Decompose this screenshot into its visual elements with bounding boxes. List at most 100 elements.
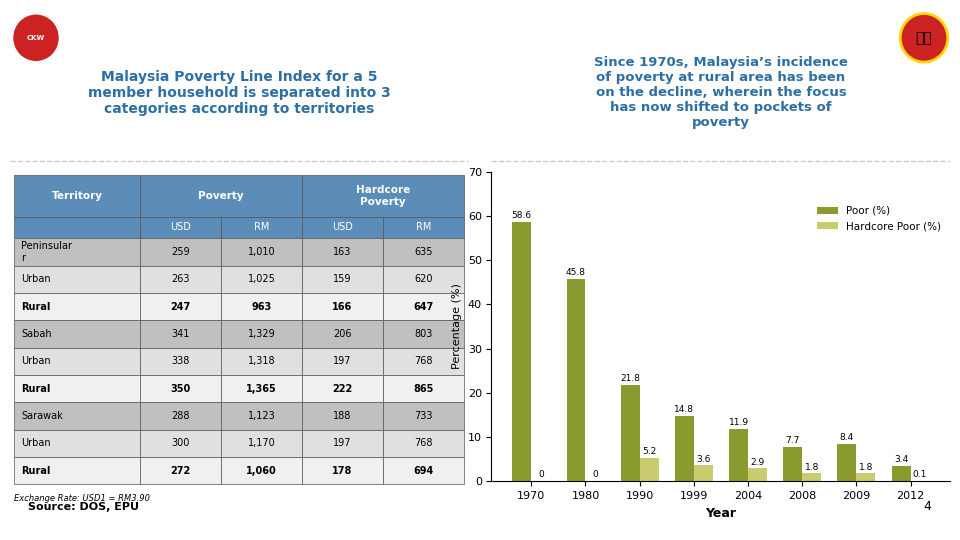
- Text: 1,329: 1,329: [248, 329, 276, 339]
- FancyBboxPatch shape: [302, 266, 383, 293]
- FancyBboxPatch shape: [383, 430, 464, 457]
- Text: 620: 620: [414, 274, 433, 284]
- Text: 🇲🇾: 🇲🇾: [916, 31, 932, 45]
- Text: 247: 247: [171, 302, 191, 312]
- FancyBboxPatch shape: [14, 375, 140, 402]
- Text: Malaysia Poverty Line Index for a 5
member household is separated into 3
categor: Malaysia Poverty Line Index for a 5 memb…: [87, 70, 391, 116]
- Text: USD: USD: [170, 222, 191, 232]
- FancyBboxPatch shape: [140, 402, 221, 430]
- Text: 733: 733: [414, 411, 433, 421]
- Text: 188: 188: [333, 411, 351, 421]
- FancyBboxPatch shape: [140, 348, 221, 375]
- Text: Urban: Urban: [21, 274, 51, 284]
- Bar: [729, 429, 748, 481]
- Bar: [621, 385, 639, 481]
- Text: 45.8: 45.8: [566, 268, 586, 277]
- FancyBboxPatch shape: [14, 175, 140, 217]
- Text: 1,365: 1,365: [246, 383, 276, 394]
- FancyBboxPatch shape: [140, 217, 221, 238]
- Text: 0: 0: [592, 470, 598, 480]
- Legend: Poor (%), Hardcore Poor (%): Poor (%), Hardcore Poor (%): [813, 202, 946, 235]
- FancyBboxPatch shape: [221, 457, 302, 484]
- Bar: [513, 222, 531, 481]
- FancyBboxPatch shape: [140, 266, 221, 293]
- Text: 3.4: 3.4: [894, 455, 908, 464]
- Bar: [694, 465, 713, 481]
- Text: 178: 178: [332, 465, 352, 476]
- Bar: [837, 444, 856, 481]
- Text: 159: 159: [333, 274, 351, 284]
- Text: 768: 768: [414, 356, 433, 366]
- FancyBboxPatch shape: [140, 320, 221, 348]
- Text: Rural: Rural: [21, 383, 50, 394]
- Text: 288: 288: [171, 411, 190, 421]
- Text: Sabah: Sabah: [21, 329, 52, 339]
- Text: 1,318: 1,318: [248, 356, 276, 366]
- Text: 694: 694: [414, 465, 434, 476]
- Text: 272: 272: [171, 465, 191, 476]
- Text: USD: USD: [332, 222, 353, 232]
- FancyBboxPatch shape: [221, 293, 302, 320]
- Text: Exchange Rate: USD1 = RM3.90: Exchange Rate: USD1 = RM3.90: [14, 494, 150, 503]
- FancyBboxPatch shape: [302, 348, 383, 375]
- Text: 1.8: 1.8: [858, 462, 873, 471]
- Text: Sarawak: Sarawak: [21, 411, 62, 421]
- FancyBboxPatch shape: [14, 217, 140, 238]
- FancyBboxPatch shape: [302, 175, 464, 217]
- FancyBboxPatch shape: [302, 293, 383, 320]
- Text: Since 1970s, Malaysia’s incidence
of poverty at rural area has been
on the decli: Since 1970s, Malaysia’s incidence of pov…: [594, 56, 848, 130]
- FancyBboxPatch shape: [14, 348, 140, 375]
- Bar: [803, 473, 821, 481]
- Text: 197: 197: [333, 356, 351, 366]
- Text: 338: 338: [172, 356, 190, 366]
- Text: 1.8: 1.8: [804, 462, 819, 471]
- FancyBboxPatch shape: [14, 457, 140, 484]
- Text: 1,010: 1,010: [248, 247, 276, 257]
- Text: 768: 768: [414, 438, 433, 448]
- Text: 206: 206: [333, 329, 351, 339]
- Y-axis label: Percentage (%): Percentage (%): [452, 284, 462, 369]
- FancyBboxPatch shape: [302, 457, 383, 484]
- FancyBboxPatch shape: [302, 402, 383, 430]
- Text: 7.7: 7.7: [785, 436, 800, 446]
- Text: 647: 647: [414, 302, 434, 312]
- Text: 163: 163: [333, 247, 351, 257]
- FancyBboxPatch shape: [302, 217, 383, 238]
- Text: 259: 259: [171, 247, 190, 257]
- FancyBboxPatch shape: [383, 402, 464, 430]
- Text: 2.9: 2.9: [751, 457, 764, 467]
- FancyBboxPatch shape: [302, 430, 383, 457]
- Text: Hardcore
Poverty: Hardcore Poverty: [356, 185, 410, 206]
- FancyBboxPatch shape: [221, 238, 302, 266]
- Text: Territory: Territory: [52, 191, 103, 201]
- FancyBboxPatch shape: [14, 293, 140, 320]
- Text: 166: 166: [332, 302, 352, 312]
- FancyBboxPatch shape: [140, 175, 302, 217]
- Text: 1,060: 1,060: [246, 465, 276, 476]
- FancyBboxPatch shape: [383, 266, 464, 293]
- Text: Rural: Rural: [21, 302, 50, 312]
- Circle shape: [900, 14, 948, 62]
- Bar: [675, 416, 694, 481]
- FancyBboxPatch shape: [221, 348, 302, 375]
- Text: 21.8: 21.8: [620, 374, 640, 383]
- FancyBboxPatch shape: [383, 293, 464, 320]
- Bar: [783, 447, 803, 481]
- FancyBboxPatch shape: [14, 320, 140, 348]
- FancyBboxPatch shape: [383, 238, 464, 266]
- FancyBboxPatch shape: [383, 348, 464, 375]
- Text: 263: 263: [171, 274, 190, 284]
- Text: 14.8: 14.8: [674, 405, 694, 414]
- FancyBboxPatch shape: [383, 217, 464, 238]
- FancyBboxPatch shape: [140, 293, 221, 320]
- Text: Urban: Urban: [21, 356, 51, 366]
- FancyBboxPatch shape: [140, 457, 221, 484]
- FancyBboxPatch shape: [14, 402, 140, 430]
- Text: 11.9: 11.9: [729, 418, 749, 427]
- FancyBboxPatch shape: [383, 375, 464, 402]
- FancyBboxPatch shape: [221, 402, 302, 430]
- Text: 0: 0: [538, 470, 543, 480]
- Text: 0.1: 0.1: [913, 470, 927, 479]
- Text: 1,170: 1,170: [248, 438, 276, 448]
- FancyBboxPatch shape: [383, 320, 464, 348]
